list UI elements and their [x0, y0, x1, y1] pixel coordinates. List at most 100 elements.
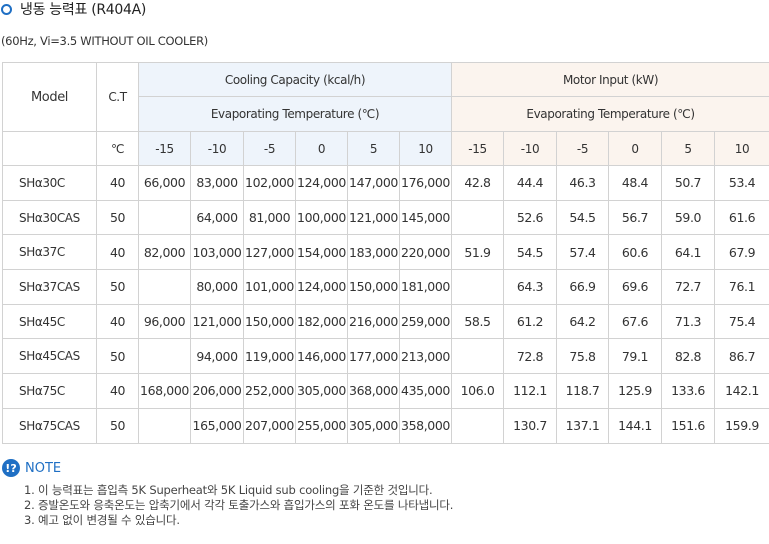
cooling-value-cell: 182,000 — [295, 303, 348, 340]
cooling-temp-header: 0 — [295, 131, 348, 166]
motor-value-cell: 56.7 — [608, 199, 662, 236]
motor-value-cell: 52.6 — [503, 199, 557, 236]
motor-temp-header: -5 — [556, 131, 609, 166]
model-cell: SHα30C — [2, 165, 97, 201]
motor-temp-header: -15 — [451, 131, 504, 166]
table-row: SHα37CAS 50 80,000 101,000 124,000 150,000 181… — [2, 269, 769, 305]
cooling-value-cell: 81,000 — [243, 199, 296, 236]
motor-temp-header: 10 — [713, 131, 769, 166]
circle-bullet-icon — [1, 4, 12, 15]
table-row: SHα75CAS 50 165,000 207,000 255,000 305,000 35… — [2, 407, 769, 444]
cooling-value-cell: 305,000 — [347, 407, 400, 444]
cooling-value-cell: 220,000 — [399, 234, 452, 271]
cooling-value-cell: 119,000 — [243, 338, 296, 375]
motor-value-cell: 159.9 — [713, 407, 769, 444]
condition-text: (60Hz, Vi=3.5 WITHOUT OIL COOLER) — [1, 34, 208, 48]
model-cell: SHα45CAS — [2, 338, 97, 375]
cooling-value-cell: 103,000 — [190, 234, 244, 271]
cooling-value-cell: 207,000 — [243, 407, 296, 444]
cooling-value-cell: 102,000 — [243, 165, 296, 201]
capacity-table: Model C.T Cooling Capacity (kcal/h) Moto… — [2, 62, 769, 444]
ct-cell: 50 — [96, 338, 139, 375]
cooling-value-cell: 147,000 — [347, 165, 400, 201]
ct-cell: 40 — [96, 303, 139, 340]
model-cell: SHα30CAS — [2, 199, 97, 236]
note-item: 3. 예고 없이 변경될 수 있습니다. — [24, 513, 180, 527]
ct-cell: 40 — [96, 165, 139, 201]
motor-evap-temp-header: Evaporating Temperature (℃) — [450, 96, 769, 132]
motor-value-cell: 69.6 — [608, 269, 662, 305]
table-row: SHα30C 40 66,000 83,000 102,000 124,000 147,00… — [2, 165, 769, 201]
table-row: SHα75C 40 168,000 206,000 252,000 305,000 368,… — [2, 373, 769, 409]
cooling-value-cell: 145,000 — [399, 199, 452, 236]
motor-value-cell: 112.1 — [503, 373, 557, 409]
cooling-value-cell: 183,000 — [347, 234, 400, 271]
model-cell: SHα75CAS — [2, 407, 97, 444]
motor-value-cell: 75.4 — [713, 303, 769, 340]
cooling-value-cell: 66,000 — [138, 165, 191, 201]
motor-value-cell: 48.4 — [608, 165, 662, 201]
cooling-value-cell: 176,000 — [399, 165, 452, 201]
model-cell: SHα37C — [2, 234, 97, 271]
cooling-value-cell: 358,000 — [399, 407, 452, 444]
cooling-value-cell: 165,000 — [190, 407, 244, 444]
cooling-value-cell: 305,000 — [295, 373, 348, 409]
motor-value-cell: 58.5 — [451, 303, 504, 340]
cooling-value-cell: 181,000 — [399, 269, 452, 305]
ct-cell: 40 — [96, 373, 139, 409]
motor-value-cell: 66.9 — [556, 269, 609, 305]
ct-header: C.T — [96, 62, 139, 132]
cooling-temp-header: 5 — [347, 131, 400, 166]
motor-value-cell: 64.1 — [661, 234, 715, 271]
cooling-temp-header: -10 — [190, 131, 244, 166]
cooling-value-cell: 124,000 — [295, 165, 348, 201]
motor-value-cell: 53.4 — [713, 165, 769, 201]
motor-input-header: Motor Input (kW) — [450, 62, 769, 97]
cooling-value-cell — [138, 407, 191, 444]
cooling-value-cell: 177,000 — [347, 338, 400, 375]
motor-value-cell — [451, 338, 504, 375]
cooling-value-cell — [138, 338, 191, 375]
table-row: SHα45C 40 96,000 121,000 150,000 182,000 216,0… — [2, 303, 769, 340]
motor-value-cell: 72.7 — [661, 269, 715, 305]
motor-value-cell: 64.2 — [556, 303, 609, 340]
motor-value-cell: 71.3 — [661, 303, 715, 340]
motor-value-cell: 61.6 — [713, 199, 769, 236]
cooling-value-cell: 101,000 — [243, 269, 296, 305]
ct-unit: ℃ — [96, 131, 139, 166]
cooling-value-cell: 124,000 — [295, 269, 348, 305]
cooling-temp-header: -15 — [138, 131, 191, 166]
motor-value-cell — [451, 269, 504, 305]
cooling-value-cell: 121,000 — [347, 199, 400, 236]
motor-value-cell: 86.7 — [713, 338, 769, 375]
motor-value-cell: 50.7 — [661, 165, 715, 201]
motor-value-cell: 54.5 — [503, 234, 557, 271]
motor-value-cell: 125.9 — [608, 373, 662, 409]
cooling-capacity-header: Cooling Capacity (kcal/h) — [138, 62, 452, 97]
cooling-value-cell: 213,000 — [399, 338, 452, 375]
motor-value-cell: 64.3 — [503, 269, 557, 305]
table-row: SHα30CAS 50 64,000 81,000 100,000 121,000 145,… — [2, 199, 769, 236]
motor-value-cell: 76.1 — [713, 269, 769, 305]
motor-temp-header: 5 — [661, 131, 715, 166]
note-title: NOTE — [25, 460, 62, 476]
cooling-value-cell — [138, 269, 191, 305]
motor-value-cell: 67.9 — [713, 234, 769, 271]
model-cell: SHα37CAS — [2, 269, 97, 305]
cooling-temp-header: -5 — [243, 131, 296, 166]
title-text: 냉동 능력표 (R404A) — [20, 2, 147, 18]
motor-value-cell: 61.2 — [503, 303, 557, 340]
cooling-value-cell: 96,000 — [138, 303, 191, 340]
motor-value-cell: 51.9 — [451, 234, 504, 271]
cooling-value-cell: 150,000 — [347, 269, 400, 305]
model-cell: SHα75C — [2, 373, 97, 409]
cooling-value-cell — [138, 199, 191, 236]
model-header: Model — [2, 62, 97, 132]
cooling-value-cell: 216,000 — [347, 303, 400, 340]
cooling-value-cell: 82,000 — [138, 234, 191, 271]
ct-cell: 40 — [96, 234, 139, 271]
cooling-value-cell: 168,000 — [138, 373, 191, 409]
cooling-value-cell: 94,000 — [190, 338, 244, 375]
cooling-value-cell: 150,000 — [243, 303, 296, 340]
model-cell: SHα45C — [2, 303, 97, 340]
